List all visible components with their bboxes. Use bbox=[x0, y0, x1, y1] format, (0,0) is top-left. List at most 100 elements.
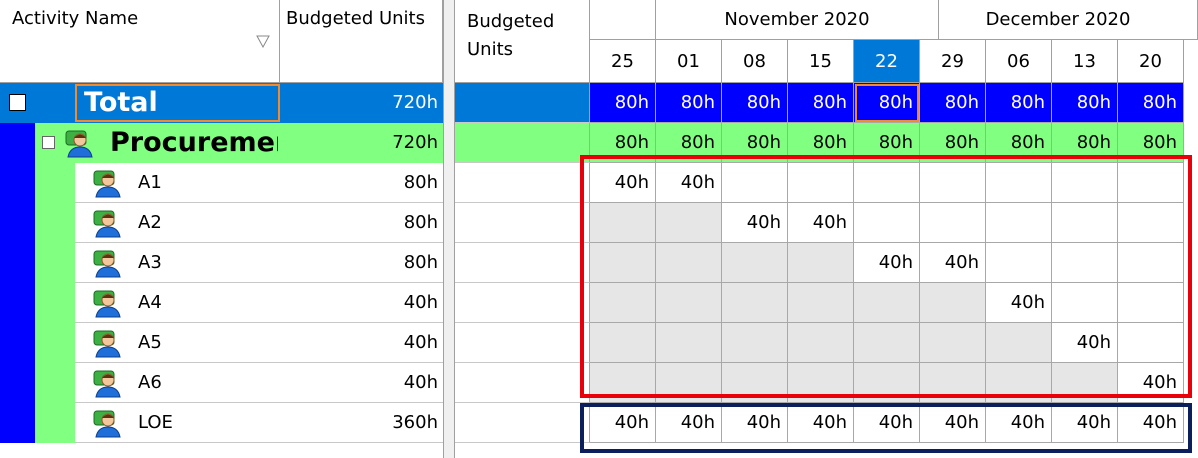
timescale-cell[interactable]: 40h bbox=[656, 403, 722, 443]
timescale-cell[interactable]: 40h bbox=[590, 163, 656, 203]
timescale-cell[interactable] bbox=[1118, 203, 1184, 243]
timescale-cell[interactable]: 80h bbox=[656, 83, 722, 123]
timescale-cell[interactable] bbox=[1118, 243, 1184, 283]
timescale-cell[interactable]: 80h bbox=[920, 83, 986, 123]
week-header[interactable]: 25 bbox=[590, 40, 656, 83]
timescale-cell[interactable] bbox=[920, 283, 986, 323]
timescale-cell[interactable] bbox=[656, 243, 722, 283]
budgeted-units-header[interactable]: Budgeted Units bbox=[280, 0, 443, 83]
timescale-cell[interactable] bbox=[1118, 163, 1184, 203]
sort-icon bbox=[256, 35, 270, 48]
timescale-cell[interactable] bbox=[854, 163, 920, 203]
timescale-cell[interactable] bbox=[590, 323, 656, 363]
timescale-cell[interactable] bbox=[986, 323, 1052, 363]
timescale-cell[interactable]: 40h bbox=[986, 283, 1052, 323]
timescale-cell[interactable]: 80h bbox=[590, 83, 656, 123]
timescale-cell[interactable]: 80h bbox=[854, 83, 920, 123]
week-header[interactable]: 13 bbox=[1052, 40, 1118, 83]
timescale-cell[interactable] bbox=[1052, 203, 1118, 243]
timescale-cell[interactable] bbox=[854, 323, 920, 363]
units-column-header[interactable]: Budgeted Units bbox=[455, 0, 590, 83]
week-header[interactable]: 01 bbox=[656, 40, 722, 83]
week-header[interactable]: 15 bbox=[788, 40, 854, 83]
collapse-button[interactable] bbox=[9, 94, 26, 111]
timescale-cell[interactable]: 40h bbox=[590, 403, 656, 443]
timescale-cell[interactable]: 80h bbox=[1052, 83, 1118, 123]
resource-icon bbox=[93, 410, 121, 438]
timescale-cell[interactable] bbox=[854, 283, 920, 323]
activity-row[interactable] bbox=[75, 243, 443, 283]
timescale-cell[interactable] bbox=[590, 283, 656, 323]
timescale-cell[interactable] bbox=[788, 283, 854, 323]
timescale-cell[interactable]: 40h bbox=[854, 403, 920, 443]
wbs-band bbox=[35, 243, 75, 283]
timescale-cell[interactable] bbox=[920, 203, 986, 243]
timescale-cell[interactable]: 80h bbox=[1118, 83, 1184, 123]
timescale-cell[interactable] bbox=[722, 323, 788, 363]
timescale-cell[interactable] bbox=[1118, 283, 1184, 323]
timescale-cell[interactable]: 40h bbox=[788, 203, 854, 243]
timescale-cell[interactable] bbox=[788, 323, 854, 363]
wbs-band bbox=[35, 363, 75, 403]
splitter[interactable] bbox=[443, 0, 455, 458]
timescale-cell[interactable]: 40h bbox=[788, 403, 854, 443]
timescale-cell[interactable]: 80h bbox=[788, 83, 854, 123]
timescale-cell[interactable] bbox=[656, 323, 722, 363]
timescale-cell[interactable]: 40h bbox=[1118, 403, 1184, 443]
activity-row[interactable] bbox=[75, 323, 443, 363]
week-header[interactable]: 06 bbox=[986, 40, 1052, 83]
activity-name-header[interactable]: Activity Name bbox=[0, 0, 280, 83]
timescale-cell[interactable] bbox=[1052, 163, 1118, 203]
timescale-cell[interactable]: 40h bbox=[854, 243, 920, 283]
units-cell bbox=[455, 163, 590, 203]
activity-row[interactable] bbox=[75, 283, 443, 323]
timescale-cell[interactable]: 40h bbox=[920, 403, 986, 443]
activity-row[interactable] bbox=[75, 363, 443, 403]
timescale-cell[interactable] bbox=[788, 243, 854, 283]
units-cell bbox=[455, 363, 590, 403]
timescale-cell[interactable] bbox=[590, 243, 656, 283]
timescale-cell[interactable] bbox=[590, 203, 656, 243]
timescale-cell[interactable] bbox=[920, 323, 986, 363]
timescale-cell[interactable]: 80h bbox=[722, 83, 788, 123]
timescale-cell[interactable] bbox=[788, 163, 854, 203]
total-row[interactable] bbox=[0, 83, 443, 123]
timescale-cell[interactable]: 40h bbox=[722, 203, 788, 243]
timescale-cell[interactable] bbox=[656, 203, 722, 243]
week-header[interactable]: 20 bbox=[1118, 40, 1184, 83]
timescale-cell[interactable] bbox=[986, 163, 1052, 203]
timescale-cell[interactable] bbox=[854, 203, 920, 243]
week-header[interactable]: 22 bbox=[854, 40, 920, 83]
timescale-cell[interactable]: 40h bbox=[656, 163, 722, 203]
activity-row[interactable] bbox=[75, 203, 443, 243]
wbs-row[interactable] bbox=[35, 123, 443, 163]
timescale-cell[interactable] bbox=[722, 283, 788, 323]
activity-row[interactable] bbox=[75, 163, 443, 203]
timescale-cell[interactable]: 40h bbox=[986, 403, 1052, 443]
timescale-cell[interactable] bbox=[722, 163, 788, 203]
timescale-cell[interactable]: 40h bbox=[920, 243, 986, 283]
units-cell bbox=[455, 403, 590, 443]
week-header[interactable]: 08 bbox=[722, 40, 788, 83]
budgeted-units: 40h bbox=[403, 292, 438, 313]
activity-row[interactable] bbox=[75, 403, 443, 443]
timescale-cell[interactable]: 40h bbox=[722, 403, 788, 443]
timescale-cell[interactable] bbox=[986, 203, 1052, 243]
timescale-cell[interactable] bbox=[722, 243, 788, 283]
timescale-cell[interactable]: 40h bbox=[1052, 403, 1118, 443]
timescale-cell[interactable]: 40h bbox=[1052, 323, 1118, 363]
timescale-cell[interactable] bbox=[1118, 323, 1184, 363]
timescale-cell[interactable] bbox=[1052, 283, 1118, 323]
timescale-cell[interactable]: 80h bbox=[986, 83, 1052, 123]
resource-icon bbox=[93, 170, 121, 198]
activity-name: A5 bbox=[138, 332, 162, 353]
collapse-button[interactable] bbox=[42, 136, 55, 149]
timescale-cell[interactable] bbox=[656, 283, 722, 323]
timescale-cell[interactable] bbox=[986, 243, 1052, 283]
resource-icon bbox=[65, 130, 93, 158]
week-header[interactable]: 29 bbox=[920, 40, 986, 83]
timescale-cell[interactable] bbox=[1052, 243, 1118, 283]
timescale-cell[interactable] bbox=[920, 163, 986, 203]
units-cell bbox=[455, 243, 590, 283]
